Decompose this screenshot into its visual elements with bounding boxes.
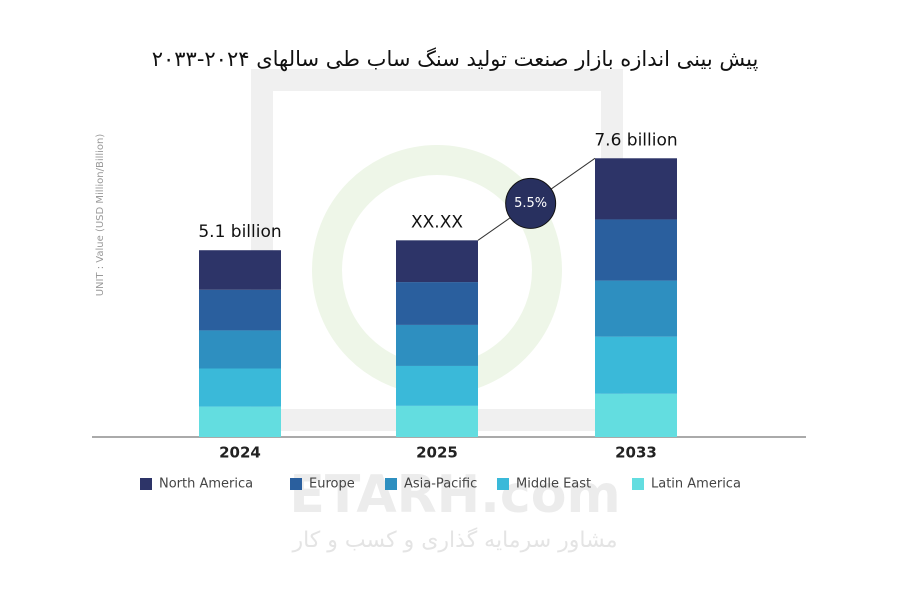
total-label: XX.XX (411, 212, 463, 232)
bar-segment (396, 240, 478, 283)
bar-segment (199, 406, 281, 437)
bar-segment (199, 250, 281, 290)
bar-segment (595, 393, 677, 437)
bar-segment (199, 368, 281, 407)
legend-label: Europe (309, 477, 355, 492)
bar-segment (199, 330, 281, 369)
legend-label: North America (159, 477, 253, 492)
bar-segment (595, 158, 677, 220)
cagr-badge (505, 177, 557, 229)
chart-title: پیش بینی اندازه بازار صنعت تولید سنگ ساب… (152, 47, 759, 71)
bar-segment (396, 405, 478, 437)
watermark-subtitle: مشاور سرمایه گذاری و کسب و کار (291, 527, 617, 553)
bar-segment (595, 219, 677, 281)
bar-segment (199, 289, 281, 331)
bar-segment (595, 336, 677, 394)
watermark: ETARH.com (289, 465, 620, 525)
x-tick-label: 2033 (615, 444, 657, 462)
bar-segment (396, 365, 478, 406)
y-axis-label: UNIT : Value (USD Million/Billion) (95, 134, 106, 297)
legend-swatch (290, 478, 302, 490)
x-tick-label: 2025 (416, 444, 458, 462)
legend-label: Latin America (651, 477, 741, 492)
legend-swatch (497, 478, 509, 490)
bar-segment (396, 282, 478, 325)
bar-segment (595, 280, 677, 337)
legend-swatch (140, 478, 152, 490)
total-label: 7.6 billion (594, 130, 677, 150)
total-label: 5.1 billion (198, 222, 281, 242)
cagr-label: 5.5% (514, 196, 547, 211)
x-tick-label: 2024 (219, 444, 261, 462)
bar-segment (396, 324, 478, 366)
legend-label: Middle East (516, 477, 591, 492)
legend-label: Asia-Pacific (404, 477, 477, 492)
legend-swatch (385, 478, 397, 490)
legend-swatch (632, 478, 644, 490)
